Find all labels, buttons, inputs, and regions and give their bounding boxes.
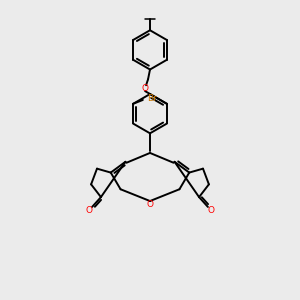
- Text: O: O: [207, 206, 214, 215]
- Text: O: O: [142, 84, 148, 93]
- Text: O: O: [85, 206, 93, 215]
- Text: O: O: [146, 200, 154, 209]
- Text: Br: Br: [147, 94, 157, 103]
